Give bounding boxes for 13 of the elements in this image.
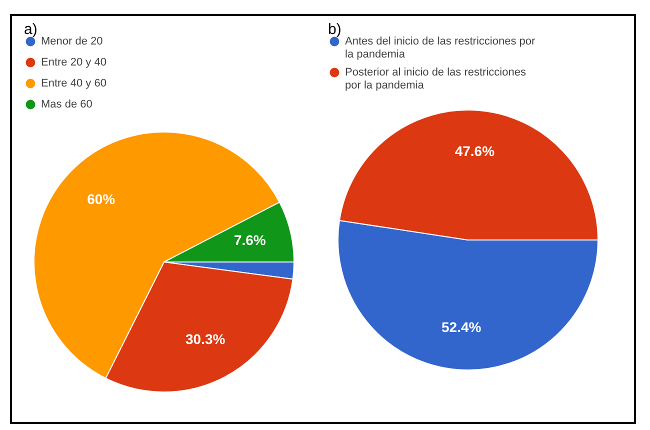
chart-title: b): [328, 21, 342, 38]
legend-label: Entre 40 y 60: [41, 78, 106, 90]
data-label: 52.4%: [441, 319, 482, 336]
data-label: 47.6%: [454, 142, 496, 159]
legend-label: Posterior al inicio de las restricciones por la pandemia: [345, 66, 526, 92]
data-label: 30.3%: [186, 331, 226, 348]
data-label: 7.6%: [234, 232, 266, 248]
legend-label: Menor de 20: [41, 36, 103, 48]
legend-label: Mas de 60: [41, 98, 92, 110]
legend-label: Entre 20 y 40: [41, 56, 106, 68]
data-label: 60%: [87, 190, 116, 207]
chart-title: a): [24, 21, 38, 38]
legend-label: Antes del inicio de las restricciones por la pandemia: [345, 36, 536, 60]
